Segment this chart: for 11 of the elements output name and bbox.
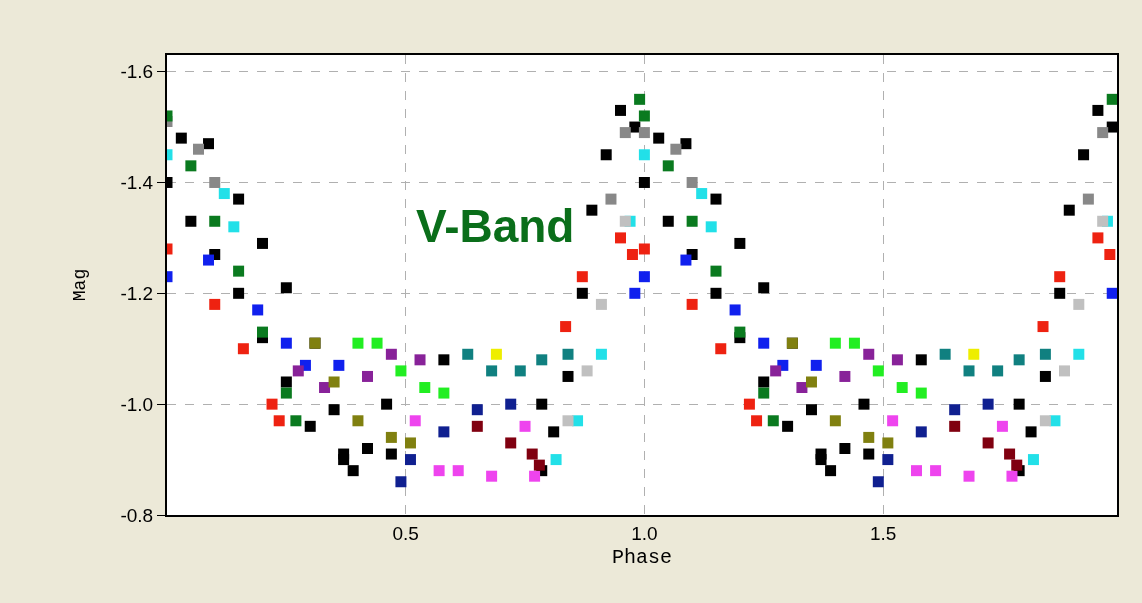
y-tick-label: -0.8 — [120, 504, 154, 526]
annotation: V-Band — [416, 200, 575, 252]
y-tick-label: -1.2 — [120, 282, 154, 304]
y-tick-label: -1.4 — [120, 172, 154, 194]
x-tick-label: 1.5 — [869, 522, 897, 544]
y-tick-label: -1.6 — [120, 61, 154, 83]
y-tick-label: -1.0 — [120, 393, 154, 415]
x-axis-title: Phase — [611, 545, 673, 569]
x-tick-label: 0.5 — [392, 522, 419, 544]
y-axis-title: Mag — [70, 268, 91, 302]
x-tick-label: 1.0 — [631, 522, 658, 544]
